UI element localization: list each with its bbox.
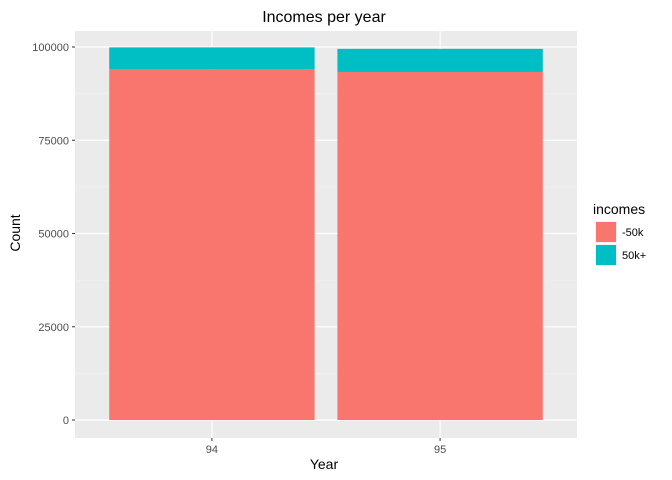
legend-key-under-50k — [596, 222, 616, 242]
legend-key-over-50k — [596, 245, 616, 265]
y-tick-label: 75000 — [38, 135, 69, 147]
legend-label-over-50k: 50k+ — [622, 250, 646, 262]
legend-label-under-50k: -50k — [622, 227, 644, 239]
y-axis-title: Count — [7, 214, 23, 251]
x-tick-label: 95 — [434, 444, 446, 456]
bar-94-under-50k — [109, 69, 315, 420]
y-tick-label: 100000 — [32, 42, 69, 54]
legend-title: incomes — [593, 201, 645, 217]
bar-94-over-50k — [109, 47, 315, 70]
x-axis-title: Year — [310, 456, 339, 472]
x-tick-label: 94 — [206, 444, 218, 456]
chart-title: Incomes per year — [262, 9, 386, 26]
y-tick-label: 25000 — [38, 322, 69, 334]
y-tick-label: 0 — [63, 415, 69, 427]
bar-95-over-50k — [337, 48, 543, 72]
bar-95-under-50k — [337, 71, 543, 420]
y-tick-label: 50000 — [38, 229, 69, 241]
